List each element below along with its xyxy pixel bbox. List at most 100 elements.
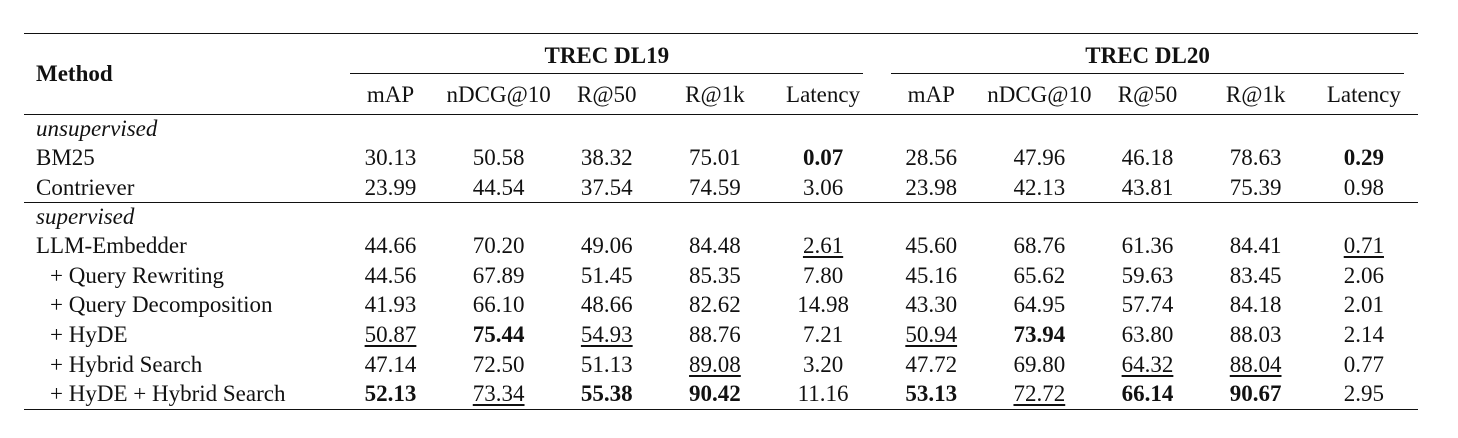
cell-value: 47.72 [905, 351, 958, 377]
table-cell: 84.41 [1202, 231, 1310, 261]
table-cell: 50.87 [336, 320, 444, 350]
table-cell: 72.50 [445, 350, 553, 380]
table-cell: 73.94 [985, 320, 1093, 350]
metric-header-row: mAP nDCG@10 R@50 R@1k Latency mAP nDCG@10 R@50 R… [24, 76, 1418, 115]
table-cell: 45.16 [877, 261, 985, 291]
cell-value: 45.16 [905, 262, 958, 288]
section-row: unsupervised [24, 114, 1418, 144]
group-label-dl19: TREC DL19 [544, 43, 670, 68]
metric-header-r50-dl20: R@50 [1117, 82, 1178, 107]
table-cell: 82.62 [661, 290, 769, 320]
results-table: Method TREC DL19 TREC DL20 mAP nDCG@10 R@5… [24, 33, 1418, 410]
cell-value: 2.01 [1343, 292, 1384, 318]
cell-value: 47.96 [1013, 145, 1066, 170]
cell-value: 49.06 [580, 233, 633, 259]
cell-value: 43.30 [905, 292, 958, 318]
cell-value: 85.35 [689, 262, 741, 288]
table-cell: 54.93 [553, 320, 661, 350]
table-cell: 90.42 [661, 379, 769, 409]
cell-value: 23.99 [364, 174, 417, 200]
cell-value: 75.01 [689, 145, 741, 170]
table-row: + Query Decomposition 41.93 66.10 48.66 82.6… [24, 290, 1418, 320]
cell-value: 41.93 [364, 292, 417, 318]
method-name: LLM-Embedder [36, 233, 187, 259]
table-cell: 84.48 [661, 231, 769, 261]
table-cell: 55.38 [553, 379, 661, 409]
method-name: + HyDE [50, 321, 128, 347]
metric-header-r1k-dl20: R@1k [1225, 82, 1286, 107]
table-cell: 90.67 [1202, 379, 1310, 409]
cell-value: 43.81 [1121, 174, 1174, 200]
cell-value: 0.29 [1343, 145, 1384, 170]
table-cell: 3.20 [769, 350, 877, 380]
table-cell: 47.72 [877, 350, 985, 380]
method-header: Method [36, 61, 113, 86]
table-cell: 7.80 [769, 261, 877, 291]
cell-value: 42.13 [1013, 174, 1066, 200]
cell-value: 90.42 [689, 381, 741, 407]
cell-value: 37.54 [580, 174, 633, 200]
cell-value: 3.06 [802, 174, 844, 200]
table-cell: 72.72 [985, 379, 1093, 409]
cell-value: 74.59 [689, 174, 741, 200]
cell-value: 59.63 [1121, 262, 1174, 288]
cell-value: 68.76 [1013, 233, 1066, 259]
table-cell: 75.44 [445, 320, 553, 350]
cell-value: 2.61 [802, 233, 844, 259]
cell-value: 57.74 [1121, 292, 1174, 318]
cell-value: 73.94 [1013, 321, 1066, 347]
table-cell: 85.35 [661, 261, 769, 291]
table-cell: 45.60 [877, 231, 985, 261]
cell-value: 50.94 [905, 321, 958, 347]
cell-value: 84.41 [1229, 233, 1282, 259]
cell-value: 64.32 [1121, 351, 1174, 377]
group-header-row: Method TREC DL19 TREC DL20 [24, 33, 1418, 86]
section-label: supervised [36, 204, 135, 230]
table-body: unsupervised BM25 30.13 50.58 38.32 75.01 0.07… [24, 114, 1418, 410]
cell-value: 66.14 [1121, 381, 1174, 407]
cell-value: 0.07 [802, 145, 844, 170]
table-cell: 53.13 [877, 379, 985, 409]
table-cell: 2.95 [1310, 379, 1418, 409]
cell-value: 7.80 [802, 262, 844, 288]
table-cell: 23.98 [877, 173, 985, 203]
cell-value: 67.89 [472, 262, 525, 288]
table-cell: 0.07 [769, 143, 877, 173]
table-cell: 43.81 [1093, 173, 1201, 203]
cell-value: 78.63 [1229, 145, 1282, 170]
cell-value: 53.13 [905, 381, 958, 407]
method-name: + Hybrid Search [50, 351, 203, 377]
table-cell: 68.76 [985, 231, 1093, 261]
table-cell: 89.08 [661, 350, 769, 380]
cell-value: 51.45 [580, 262, 633, 288]
cell-value: 38.32 [580, 145, 633, 170]
table-cell: 49.06 [553, 231, 661, 261]
cell-value: 51.13 [580, 351, 633, 377]
table-cell: 78.63 [1202, 143, 1310, 173]
cell-value: 50.87 [364, 321, 417, 347]
cell-value: 66.10 [472, 292, 525, 318]
cell-value: 3.20 [802, 351, 844, 377]
cell-value: 2.14 [1343, 321, 1384, 347]
table-cell: 2.14 [1310, 320, 1418, 350]
table-cell: 75.01 [661, 143, 769, 173]
method-name: + Query Decomposition [50, 292, 273, 318]
table-cell: 0.98 [1310, 173, 1418, 203]
table-cell: 41.93 [336, 290, 444, 320]
metric-header-ndcg10-dl19: nDCG@10 [446, 82, 551, 107]
table-cell: 43.30 [877, 290, 985, 320]
table-cell: 7.21 [769, 320, 877, 350]
metric-header-r1k-dl19: R@1k [685, 82, 745, 107]
cell-value: 69.80 [1013, 351, 1066, 377]
table-cell: 42.13 [985, 173, 1093, 203]
table-cell: 11.16 [769, 379, 877, 409]
results-table-container: Method TREC DL19 TREC DL20 mAP nDCG@10 R@5… [24, 33, 1418, 410]
table-cell: 66.14 [1093, 379, 1201, 409]
table-cell: 2.61 [769, 231, 877, 261]
section-label: unsupervised [36, 116, 158, 141]
table-cell: 88.04 [1202, 350, 1310, 380]
table-cell: 37.54 [553, 173, 661, 203]
table-cell: 51.13 [553, 350, 661, 380]
cell-value: 73.34 [472, 381, 525, 407]
metric-header-r50-dl19: R@50 [577, 82, 637, 107]
